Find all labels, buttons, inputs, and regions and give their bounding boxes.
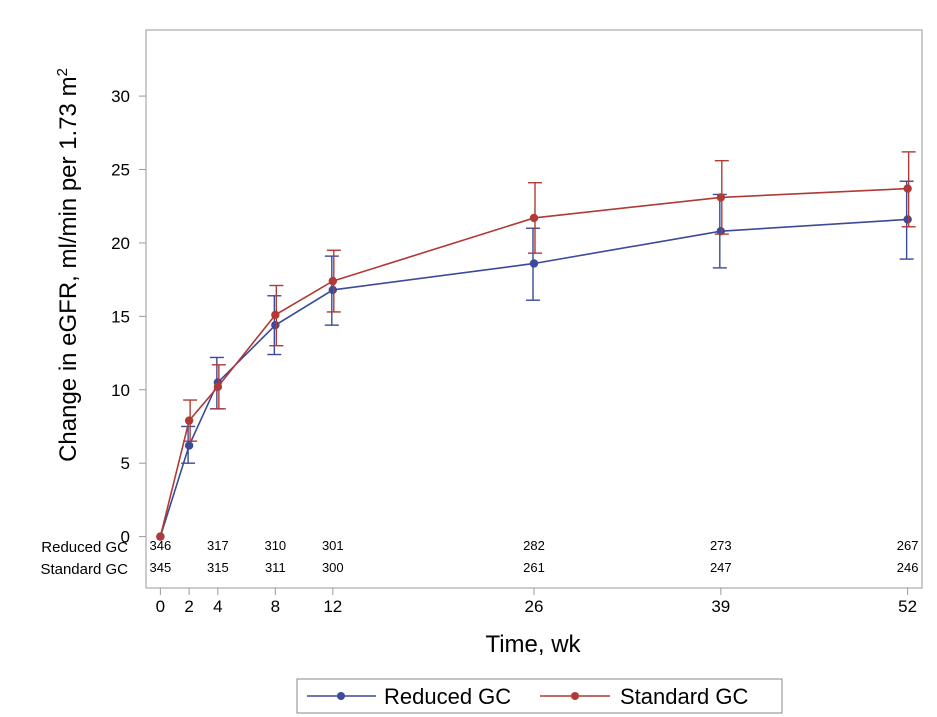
data-point xyxy=(213,382,223,392)
at-risk-count: 317 xyxy=(207,538,229,553)
y-tick-label: 20 xyxy=(111,234,130,253)
data-point xyxy=(716,193,726,202)
x-tick-label: 4 xyxy=(213,597,222,616)
legend-label-standard-gc: Standard GC xyxy=(620,684,749,709)
at-risk-count: 273 xyxy=(710,538,732,553)
y-tick-label: 10 xyxy=(111,381,130,400)
data-point xyxy=(529,259,539,268)
y-axis-title: Change in eGFR, ml/min per 1.73 m2 xyxy=(54,68,82,462)
plot-frame xyxy=(145,29,923,589)
series-layer xyxy=(156,151,916,541)
x-axis: 0 2 4 8 12 26 39 52 xyxy=(156,588,917,616)
at-risk-count: 345 xyxy=(150,560,172,575)
at-risk-count: 247 xyxy=(710,560,732,575)
data-point xyxy=(271,320,280,330)
at-risk-count: 310 xyxy=(264,538,286,553)
at-risk-count: 346 xyxy=(150,538,172,553)
x-tick-label: 26 xyxy=(525,597,544,616)
legend-item-reduced-gc[interactable]: Reduced GC xyxy=(307,684,511,709)
at-risk-count: 282 xyxy=(523,538,545,553)
at-risk-row-label: Reduced GC xyxy=(41,539,128,556)
legend-marker-reduced-gc xyxy=(337,692,345,700)
data-point xyxy=(184,441,194,450)
data-point xyxy=(156,532,165,541)
x-tick-label: 52 xyxy=(898,597,917,616)
y-tick-label: 30 xyxy=(111,87,130,106)
at-risk-count: 267 xyxy=(897,538,919,553)
y-tick-label: 5 xyxy=(121,454,130,473)
x-tick-label: 12 xyxy=(323,597,342,616)
legend-label-reduced-gc: Reduced GC xyxy=(384,684,511,709)
legend-frame xyxy=(296,678,783,714)
at-risk-count: 311 xyxy=(265,560,286,575)
at-risk-count: 261 xyxy=(523,560,545,575)
at-risk-count: 300 xyxy=(322,560,344,575)
at-risk-count: 301 xyxy=(322,538,344,553)
series-line xyxy=(159,218,908,537)
data-point xyxy=(328,285,338,295)
y-axis-title-superscript: 2 xyxy=(54,68,71,76)
y-tick-label: 15 xyxy=(111,307,130,326)
legend-item-standard-gc[interactable]: Standard GC xyxy=(540,684,749,709)
y-tick-label: 0 xyxy=(121,528,130,547)
data-point xyxy=(271,310,280,320)
data-point xyxy=(716,226,726,236)
at-risk-table: Reduced GC 346 317 310 301 282 273 267 Standard … xyxy=(40,538,918,578)
at-risk-row-label: Standard GC xyxy=(40,561,128,578)
y-axis-title-main: Change in eGFR, ml/min per 1.73 m xyxy=(55,76,82,462)
data-point xyxy=(328,276,338,286)
data-point xyxy=(184,416,194,425)
x-axis-title: Time, wk xyxy=(485,631,581,658)
data-point xyxy=(903,215,912,224)
x-tick-label: 8 xyxy=(271,597,280,616)
data-point xyxy=(529,213,539,223)
legend[interactable]: Reduced GC Standard GC xyxy=(296,678,783,714)
y-axis: 0 5 10 15 20 25 30 xyxy=(111,87,146,547)
at-risk-count: 315 xyxy=(207,560,229,575)
x-tick-label: 39 xyxy=(711,597,730,616)
legend-marker-standard-gc xyxy=(571,692,579,700)
at-risk-count: 246 xyxy=(897,560,919,575)
x-tick-label: 0 xyxy=(156,597,165,616)
series-line xyxy=(159,187,908,537)
y-tick-label: 25 xyxy=(111,161,130,180)
series-standard-gc xyxy=(156,151,916,541)
data-point xyxy=(903,184,912,193)
x-tick-label: 2 xyxy=(184,597,193,616)
plot-area xyxy=(145,29,923,589)
